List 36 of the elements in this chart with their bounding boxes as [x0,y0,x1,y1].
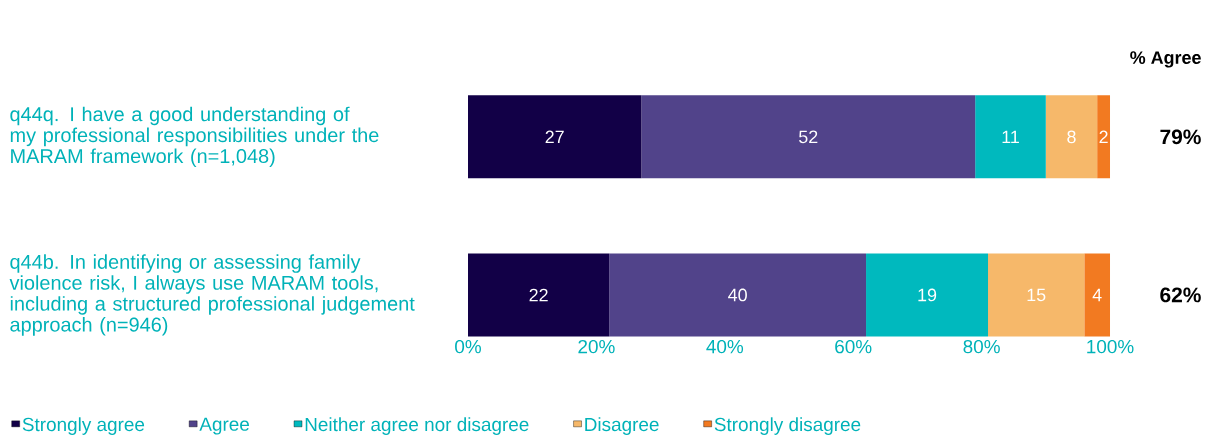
x-tick-label: 60% [835,339,872,354]
x-tick-label: 20% [578,339,615,354]
bar [641,95,976,179]
bar [1084,253,1111,337]
data-label: 15 [1027,288,1046,302]
x-tick-label: 40% [706,339,744,354]
legend-label: Disagree [585,417,659,435]
bar [1097,95,1111,179]
data-label: 27 [545,130,564,144]
data-label: 11 [1002,130,1019,143]
data-label: 8 [1067,130,1076,144]
x-tick-label: 80% [963,339,1000,354]
bar [468,95,642,179]
text: % Agree [1130,51,1201,68]
data-label: 22 [529,288,548,302]
y-tick-label: q44b. In identifying or assessing family violence risk, I always use MARAM tools, including a structured professional judgement approach (n=946) [9,254,415,336]
bar [468,253,610,337]
data-label: 40 [728,288,747,302]
legend-label: Agree [199,417,249,435]
data-label: 4 [1092,288,1102,302]
text: 62% [1160,287,1201,303]
data-label: 19 [918,288,937,302]
text: 79% [1160,129,1201,145]
legend-label: Neither agree nor disagree [305,417,529,435]
bar [609,253,867,337]
legend-label: Strongly disagree [714,417,861,435]
y-tick-label: q44q. I have a good understanding of my professional responsibilities under the MARAM framework (n=1,048) [10,106,379,168]
bar [866,253,989,337]
data-label: 2 [1099,130,1108,144]
bar [975,95,1046,179]
legend-label: Strongly agree [22,417,145,435]
bar [988,253,1085,337]
x-tick-label: 0% [455,339,481,354]
data-label: 52 [799,130,818,144]
bar [1045,95,1098,179]
x-tick-label: 100% [1087,339,1134,354]
